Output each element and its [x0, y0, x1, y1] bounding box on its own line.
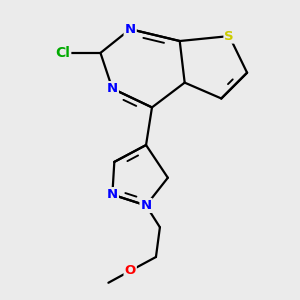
- Text: N: N: [107, 82, 118, 95]
- Text: N: N: [124, 22, 136, 36]
- Text: N: N: [107, 188, 118, 201]
- Text: S: S: [224, 30, 234, 43]
- Text: N: N: [140, 199, 152, 212]
- Text: O: O: [124, 264, 136, 278]
- Text: Cl: Cl: [56, 46, 70, 60]
